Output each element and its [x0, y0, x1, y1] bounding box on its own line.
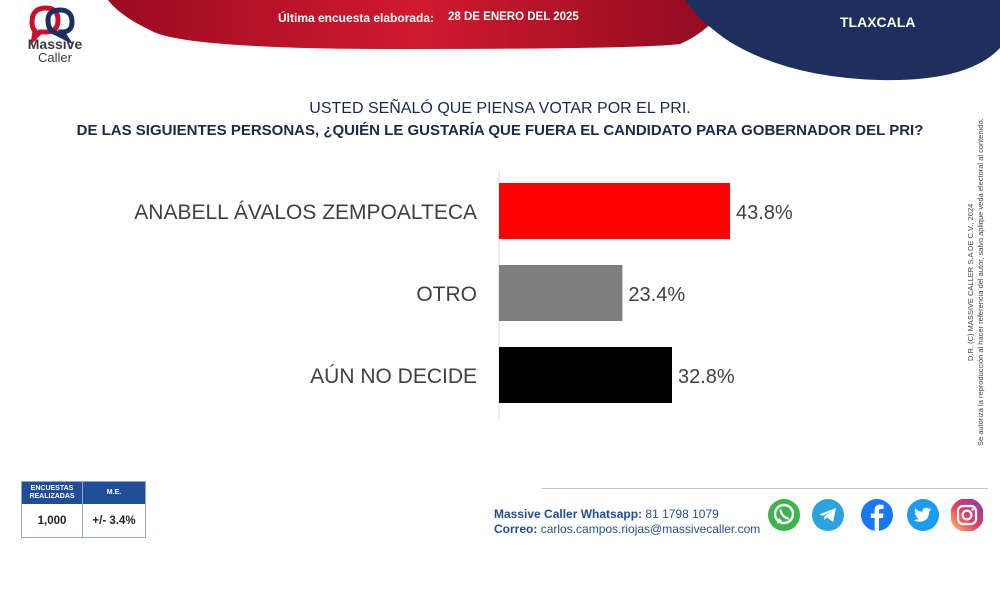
header-banner — [108, 0, 1000, 81]
value-label-1: 23.4% — [628, 284, 685, 306]
survey-stats-table: ENCUESTAS REALIZADAS M.E. 1,000 +/- 3.4% — [21, 481, 146, 538]
stats-margin-value: +/- 3.4% — [92, 514, 136, 527]
category-label-2: AÚN NO DECIDE — [310, 365, 477, 388]
telegram-icon[interactable] — [811, 498, 845, 532]
category-label-0: ANABELL ÁVALOS ZEMPOALTECA — [134, 201, 477, 224]
question-intro: USTED SEÑALÓ QUE PIENSA VOTAR POR EL PRI… — [309, 100, 691, 117]
twitter-icon[interactable] — [906, 498, 940, 532]
instagram-icon[interactable] — [950, 498, 984, 532]
copyright-line1: D.R. (C) MASSIVE CALLER S.A DE C.V., 202… — [966, 203, 975, 362]
email-contact: Correo: carlos.campos.riojas@massivecall… — [494, 522, 760, 536]
copyright-line2: Se autoriza la reproducción al hacer ref… — [976, 118, 985, 447]
whatsapp-contact: Massive Caller Whatsapp: 81 1798 1079 — [494, 507, 719, 521]
facebook-icon[interactable] — [860, 498, 894, 532]
stats-surveys-value: 1,000 — [22, 504, 83, 537]
whatsapp-number[interactable]: 81 1798 1079 — [645, 507, 719, 521]
stats-header-surveys: ENCUESTAS REALIZADAS — [22, 482, 83, 504]
state-label: TLAXCALA — [840, 14, 916, 30]
massive-caller-logo — [29, 5, 75, 46]
bar-1 — [499, 265, 623, 321]
brand-line2: Caller — [38, 50, 72, 65]
stats-header-margin: M.E. — [106, 489, 122, 496]
copyright-note: D.R. (C) MASSIVE CALLER S.A DE C.V., 202… — [966, 100, 996, 465]
value-label-0: 43.8% — [736, 202, 793, 224]
whatsapp-label: Massive Caller Whatsapp: — [494, 507, 643, 521]
survey-date-label: Última encuesta elaborada: — [278, 11, 435, 25]
bar-2 — [499, 347, 672, 403]
survey-date: 28 DE ENERO DEL 2025 — [448, 11, 579, 23]
email-label: Correo: — [494, 522, 538, 536]
stats-header-row: ENCUESTAS REALIZADAS M.E. — [22, 482, 145, 504]
category-label-1: OTRO — [416, 283, 477, 306]
brand-name: Massive Caller — [20, 36, 90, 65]
brand-line1: Massive — [27, 36, 83, 52]
value-label-2: 32.8% — [678, 366, 735, 388]
bar-0 — [499, 183, 730, 239]
whatsapp-icon[interactable] — [767, 498, 801, 532]
footer-divider — [542, 488, 988, 489]
stats-value-row: 1,000 +/- 3.4% — [22, 504, 145, 537]
email-address[interactable]: carlos.campos.riojas@massivecaller.com — [540, 522, 761, 536]
question-title: DE LAS SIGUIENTES PERSONAS, ¿QUIÉN LE GU… — [76, 122, 924, 139]
